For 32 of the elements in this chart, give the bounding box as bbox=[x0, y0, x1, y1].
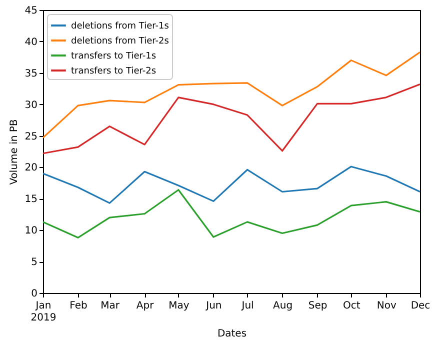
x-tick-label: Oct bbox=[343, 300, 360, 312]
x-tick-label: Jul bbox=[240, 300, 254, 312]
legend-label: transfers to Tier-1s bbox=[71, 52, 156, 62]
x-tick-label: Jan 2019 bbox=[30, 300, 56, 324]
y-tick-label: 15 bbox=[24, 194, 38, 206]
x-tick-label: Feb bbox=[70, 300, 88, 312]
x-tick-label: Jun bbox=[205, 300, 222, 312]
x-tick-label: Aug bbox=[273, 300, 293, 312]
y-tick-label: 0 bbox=[31, 288, 38, 300]
y-tick-label: 45 bbox=[24, 6, 38, 16]
y-tick-label: 10 bbox=[24, 226, 38, 237]
x-tick-label: Apr bbox=[136, 300, 155, 312]
x-tick-label: Dec bbox=[410, 300, 430, 312]
x-tick-label: Mar bbox=[100, 300, 120, 312]
legend-label: transfers to Tier-2s bbox=[71, 66, 156, 76]
line-series bbox=[43, 189, 420, 238]
y-tick-label: 20 bbox=[24, 162, 38, 174]
y-tick-label: 5 bbox=[31, 257, 38, 268]
y-tick-label: 35 bbox=[24, 68, 38, 80]
x-tick-label: Sep bbox=[308, 300, 328, 312]
legend-label: deletions from Tier-1s bbox=[71, 22, 170, 32]
y-axis-title: Volume in PB bbox=[8, 119, 20, 185]
y-tick-label: 30 bbox=[24, 100, 38, 111]
y-tick-label: 25 bbox=[24, 131, 38, 142]
x-tick-label: May bbox=[168, 300, 190, 312]
x-tick-label: Nov bbox=[376, 300, 396, 312]
line-series bbox=[43, 51, 420, 138]
line-series bbox=[43, 166, 420, 204]
y-tick-label: 40 bbox=[24, 36, 38, 48]
x-axis-title: Dates bbox=[217, 328, 247, 340]
line-series bbox=[43, 83, 420, 154]
legend-label: deletions from Tier-2s bbox=[71, 36, 170, 46]
